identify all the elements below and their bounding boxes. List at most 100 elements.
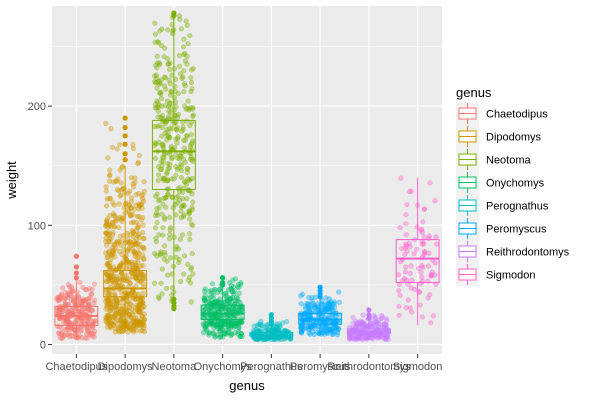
jitter-point [163, 178, 170, 184]
jitter-point [113, 304, 119, 310]
jitter-point [154, 206, 160, 212]
jitter-point [178, 214, 184, 221]
jitter-point [158, 89, 164, 96]
jitter-point [311, 331, 317, 338]
jitter-point [141, 255, 147, 261]
jitter-point [138, 298, 144, 305]
jitter-point [325, 301, 331, 307]
jitter-point [140, 262, 146, 269]
jitter-point [141, 188, 148, 195]
jitter-point [135, 240, 141, 246]
jitter-point [138, 278, 144, 284]
jitter-point [126, 240, 132, 246]
jitter-point [111, 202, 118, 208]
jitter-point [113, 245, 119, 251]
jitter-point [168, 255, 174, 261]
jitter-point [179, 128, 185, 134]
jitter-point [158, 249, 164, 255]
jitter-point [188, 67, 195, 73]
jitter-point [110, 249, 116, 256]
jitter-point [109, 304, 115, 310]
jitter-point [107, 167, 113, 173]
jitter-point [131, 269, 138, 275]
jitter-point [118, 242, 124, 249]
jitter-point [131, 320, 138, 327]
jitter-point [187, 156, 194, 163]
jitter-point [128, 205, 134, 211]
jitter-point [135, 161, 141, 167]
jitter-point [130, 329, 137, 335]
jitter-point [138, 321, 145, 327]
legend-label: Chaetodipus [486, 109, 548, 121]
jitter-point [109, 301, 115, 307]
jitter-point [181, 202, 187, 208]
jitter-point [159, 211, 165, 217]
jitter-point [139, 275, 146, 281]
jitter-point [106, 248, 112, 254]
jitter-point [55, 330, 62, 336]
jitter-point [156, 123, 163, 129]
jitter-point [105, 224, 111, 230]
jitter-point [396, 312, 402, 319]
jitter-point [170, 28, 176, 34]
jitter-point [91, 334, 97, 340]
jitter-point [103, 221, 110, 227]
jitter-point [130, 319, 136, 325]
jitter-point [107, 195, 114, 202]
jitter-point [112, 280, 118, 286]
jitter-point [131, 322, 137, 328]
jitter-point [163, 86, 169, 92]
jitter-point [122, 289, 128, 296]
jitter-point [131, 238, 137, 245]
box-outlier [122, 124, 128, 131]
jitter-point [419, 314, 426, 320]
jitter-point [132, 250, 138, 256]
jitter-point [136, 203, 143, 209]
jitter-point [62, 289, 69, 296]
jitter-point [190, 104, 196, 111]
jitter-point [83, 287, 90, 293]
jitter-point [139, 305, 145, 311]
jitter-point [165, 115, 171, 122]
jitter-point [126, 276, 132, 282]
jitter-point [134, 272, 140, 279]
legend-label: Neotoma [486, 155, 532, 167]
jitter-point [396, 303, 402, 310]
jitter-point [356, 335, 362, 341]
jitter-point [86, 295, 92, 302]
legend-item: Chaetodipus [456, 102, 548, 125]
jitter-point [427, 180, 433, 186]
jitter-point [119, 290, 125, 296]
jitter-point [104, 221, 110, 228]
jitter-point [105, 320, 111, 327]
jitter-point [165, 272, 171, 278]
jitter-point [182, 58, 189, 64]
jitter-point [136, 190, 142, 197]
jitter-point [118, 271, 125, 277]
jitter-point [235, 298, 241, 305]
jitter-point [114, 274, 120, 280]
jitter-point [235, 295, 241, 302]
jitter-point [106, 317, 112, 324]
jitter-point [206, 289, 213, 295]
jitter-point [379, 312, 385, 319]
jitter-point [175, 246, 182, 252]
jitter-point [174, 140, 180, 146]
jitter-point [61, 297, 67, 303]
jitter-point [179, 163, 185, 169]
jitter-point [228, 286, 235, 292]
jitter-point [124, 277, 131, 283]
jitter-point [165, 98, 171, 104]
jitter-point [59, 334, 66, 341]
jitter-point [184, 166, 190, 172]
jitter-point [347, 335, 353, 341]
jitter-point [127, 211, 133, 218]
jitter-point [137, 202, 144, 208]
jitter-point [132, 321, 139, 327]
jitter-point [114, 299, 120, 305]
jitter-point [85, 319, 91, 326]
jitter-point [417, 302, 423, 308]
jitter-point [300, 326, 306, 333]
jitter-point [109, 144, 116, 150]
jitter-point [136, 320, 143, 327]
